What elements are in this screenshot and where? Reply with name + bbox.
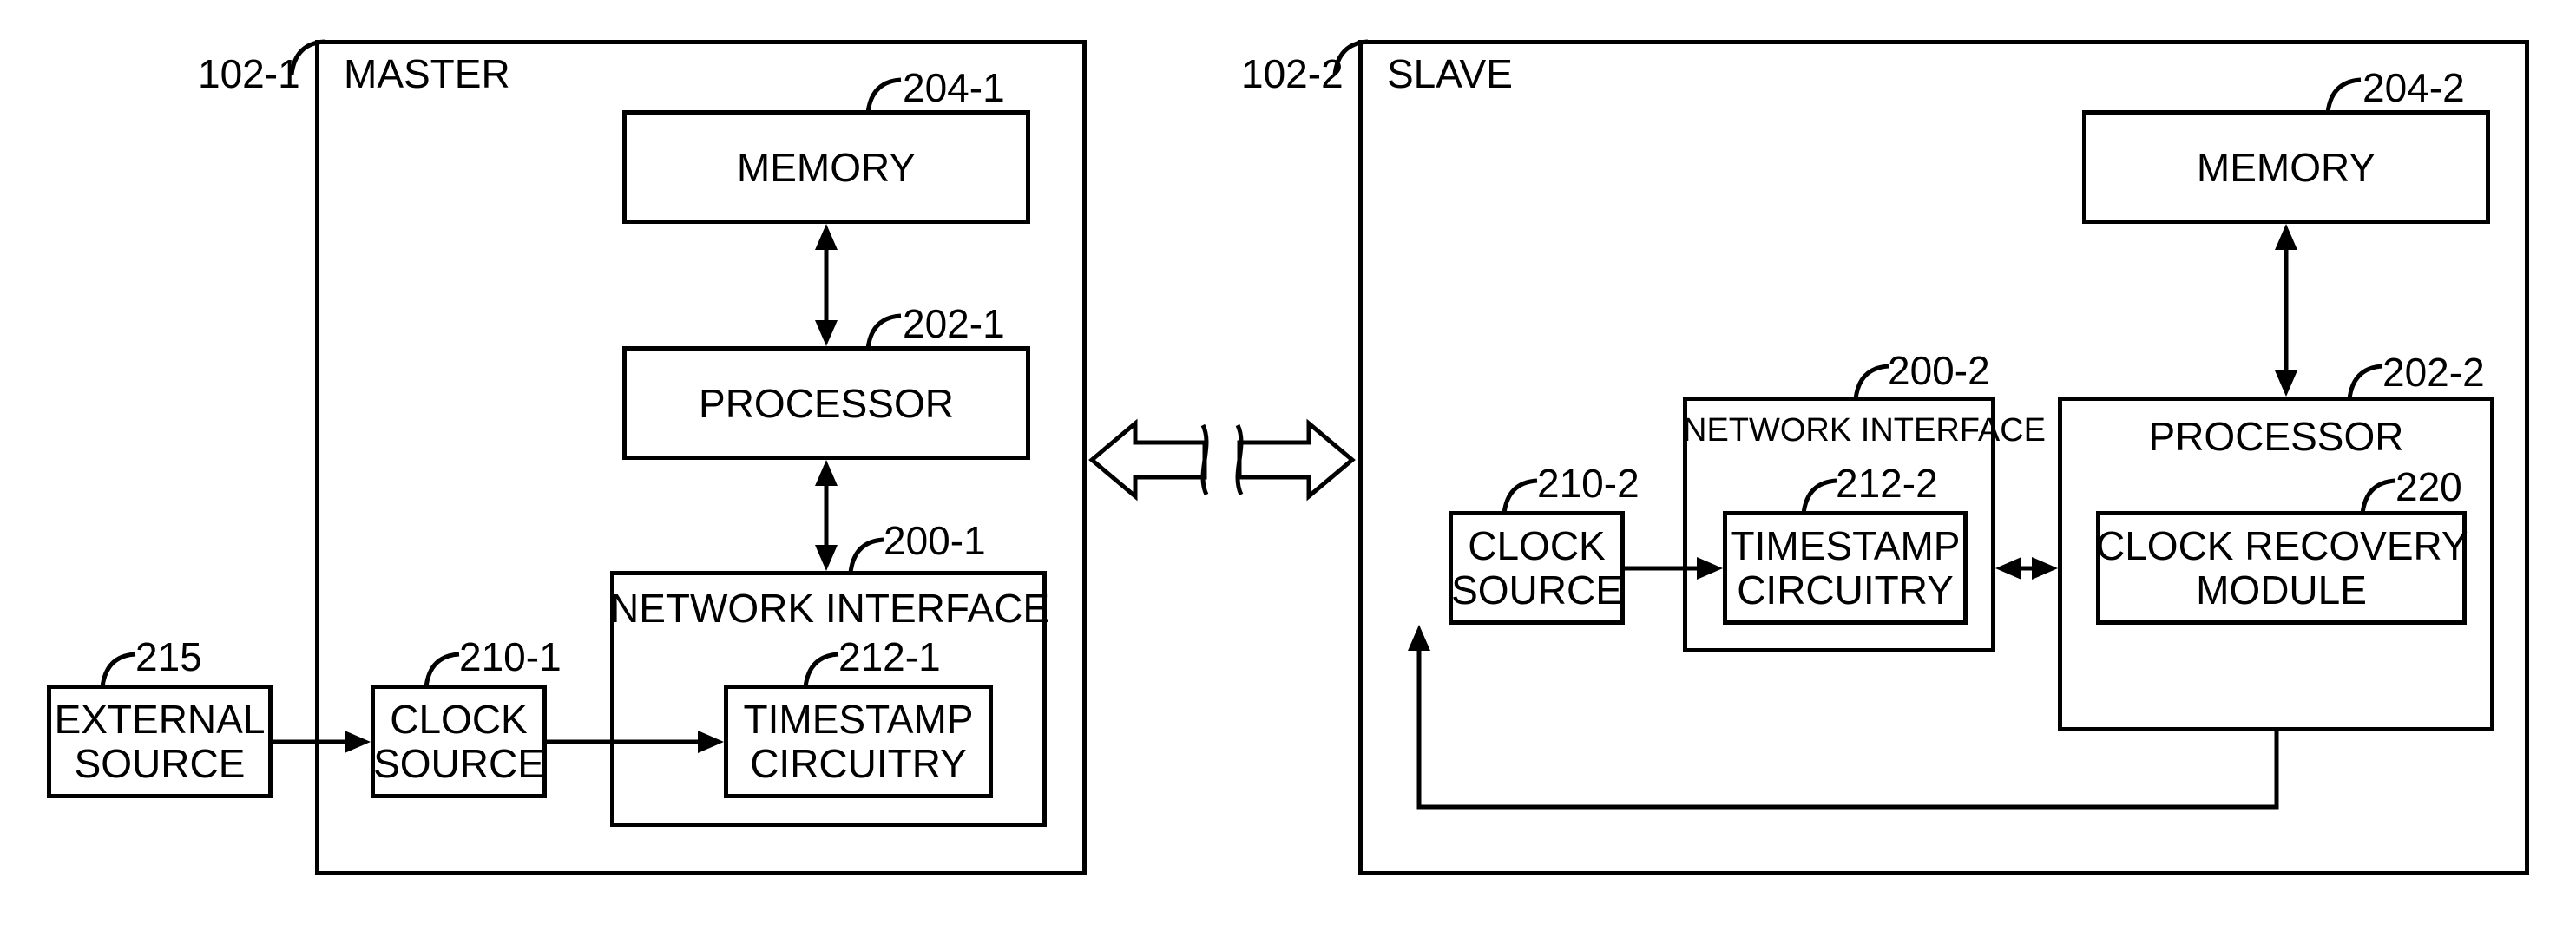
arrow-external-to-clock [273, 727, 371, 757]
arrow-master-proc-netif [812, 460, 841, 571]
slave-netif-ref: 200-2 [1888, 347, 1990, 394]
arrow-master-mem-proc [812, 224, 841, 346]
master-processor-ref: 202-1 [903, 300, 1005, 347]
master-timestamp-ref: 212-1 [838, 633, 941, 680]
external-label: EXTERNAL SOURCE [47, 698, 273, 785]
master-netif-refmark [851, 540, 885, 574]
arrow-clock-to-timestamp [547, 727, 724, 757]
slave-clock-ref: 210-2 [1537, 460, 1640, 507]
slave-memory-ref: 204-2 [2362, 64, 2465, 111]
master-memory-label: MEMORY [622, 146, 1030, 190]
arrow-slave-mem-proc [2271, 224, 2301, 397]
slave-processor-title: PROCESSOR [2058, 415, 2494, 459]
master-processor-label: PROCESSOR [622, 382, 1030, 426]
slave-ref: 102-2 [1241, 50, 1344, 97]
slave-recovery-refmark [2362, 481, 2397, 515]
slave-netif-refmark [1856, 366, 1890, 401]
master-title: MASTER [344, 52, 510, 96]
arrow-master-slave [1092, 399, 1352, 521]
master-processor-refmark [868, 316, 903, 351]
slave-refmark [1335, 42, 1370, 76]
arrow-slave-netif-proc [1995, 554, 2058, 583]
master-clock-refmark [426, 654, 461, 689]
slave-memory-label: MEMORY [2082, 146, 2490, 190]
external-refmark [102, 654, 137, 689]
arrow-slave-clock-timestamp [1625, 554, 1723, 583]
slave-clock-label: CLOCK SOURCE [1449, 524, 1625, 612]
master-refmark [292, 42, 326, 76]
master-clock-label: CLOCK SOURCE [371, 698, 547, 785]
master-netif-ref: 200-1 [884, 517, 986, 564]
master-netif-title: NETWORK INTERFACE [610, 587, 1047, 631]
slave-timestamp-label: TIMESTAMP CIRCUITRY [1723, 524, 1968, 612]
slave-netif-title: NETWORK INTERFACE [1683, 413, 1995, 449]
master-memory-refmark [868, 80, 903, 115]
master-memory-ref: 204-1 [903, 64, 1005, 111]
slave-recovery-ref: 220 [2395, 463, 2462, 510]
slave-recovery-label: CLOCK RECOVERY MODULE [2096, 524, 2467, 612]
slave-processor-ref: 202-2 [2382, 349, 2485, 396]
arrow-slave-feedback [1389, 625, 2309, 842]
slave-title: SLAVE [1387, 52, 1513, 96]
slave-timestamp-refmark [1804, 481, 1838, 515]
external-ref: 215 [135, 633, 202, 680]
master-ref: 102-1 [198, 50, 300, 97]
master-timestamp-refmark [805, 654, 840, 689]
slave-timestamp-ref: 212-2 [1836, 460, 1938, 507]
slave-memory-refmark [2328, 80, 2362, 115]
slave-processor-refmark [2349, 366, 2384, 401]
slave-clock-refmark [1504, 481, 1539, 515]
master-clock-ref: 210-1 [459, 633, 562, 680]
master-timestamp-label: TIMESTAMP CIRCUITRY [724, 698, 993, 785]
